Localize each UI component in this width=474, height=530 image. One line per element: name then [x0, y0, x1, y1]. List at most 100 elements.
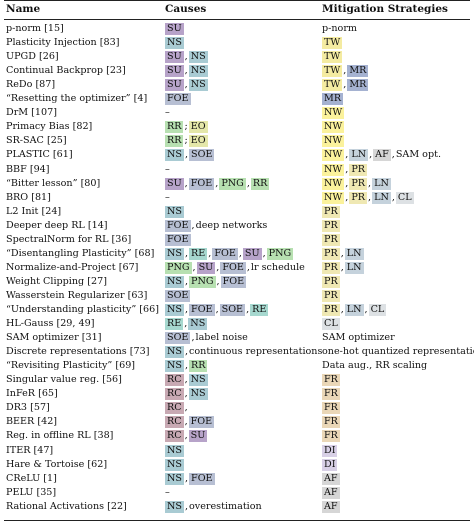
- method-name: Singular value reg. [56]: [6, 373, 122, 387]
- mitigation-cell: NW, PR, LN: [322, 177, 391, 191]
- separator: ,: [216, 261, 220, 273]
- method-name-text: “Bitter lesson”: [6, 177, 78, 189]
- method-name-text: Wasserstein Regularizer: [6, 289, 125, 301]
- citation: [107]: [31, 107, 57, 119]
- citation: [25]: [46, 135, 67, 147]
- causes-cell: RE, NS: [165, 317, 208, 331]
- causes-cell: NS, FOE, SOE, RE: [165, 303, 269, 317]
- method-name-text: Rational Activations: [6, 500, 105, 512]
- mitigation-cell: NW, PR: [322, 163, 368, 177]
- causes-cell: NS: [165, 36, 184, 50]
- method-name: “Disentangling Plasticity” [68]: [6, 247, 154, 261]
- method-name-text: CReLU: [6, 472, 41, 484]
- mitigation-cell: AF: [322, 472, 340, 486]
- method-name-text: HL-Gauss: [6, 318, 54, 330]
- separator: ,: [184, 430, 188, 442]
- tag-ns: NS: [165, 275, 184, 288]
- table-row: Reg. in offline RL [38] RC, SU FR: [4, 429, 470, 443]
- separator: ,: [391, 149, 395, 161]
- header-rule: [4, 19, 470, 20]
- mitigation-cell: FR: [322, 387, 340, 401]
- method-name-text: InFeR: [6, 388, 36, 400]
- mitigation-cell: PR: [322, 205, 340, 219]
- tag-nw: NW: [322, 177, 345, 190]
- mitigation-cell: PR: [322, 219, 340, 233]
- tag-ns: NS: [165, 346, 184, 359]
- separator: ,: [184, 304, 189, 315]
- citation: [35]: [36, 486, 57, 498]
- causes-cell: SU, NS: [165, 50, 208, 64]
- citation: [38]: [93, 430, 114, 442]
- separator: ,: [184, 51, 188, 63]
- separator: ,: [184, 374, 188, 386]
- cell-text: label noise: [195, 332, 248, 344]
- tag-di: DI: [322, 444, 338, 457]
- table-row: L2 Init [24] NS PR: [4, 205, 470, 219]
- mitigation-cell: PR: [322, 289, 340, 303]
- method-name-text: “Revisiting Plasticity”: [6, 360, 113, 372]
- method-name-text: PELU: [6, 486, 34, 498]
- separator: ,: [184, 500, 189, 512]
- tag-ln: LN: [372, 191, 391, 204]
- separator: ,: [184, 472, 189, 484]
- tag-mr: MR: [347, 65, 369, 78]
- tag-nw: NW: [322, 191, 345, 204]
- table-row: “Bitter lesson” [80] SU, FOE, PNG, RR NW, PR, L…: [4, 177, 470, 191]
- tag-ln: LN: [349, 149, 369, 162]
- separator: ,: [184, 416, 188, 428]
- citation: [61]: [52, 149, 73, 161]
- citation: [15]: [44, 23, 64, 34]
- causes-cell: NS ,overestimation: [165, 500, 262, 514]
- tag-png: PNG: [266, 247, 294, 260]
- mitigation-cell: TW, MR: [322, 78, 369, 92]
- citation: [42]: [37, 416, 58, 428]
- separator: ;: [184, 135, 188, 147]
- table-row: p-norm [15] SU p-norm: [4, 22, 470, 36]
- tag-ln: LN: [344, 247, 364, 260]
- method-name: Deeper deep RL [14]: [6, 219, 108, 233]
- citation: [65]: [38, 388, 58, 400]
- causes-cell: NS, RE, FOE, SU, PNG: [165, 247, 294, 261]
- mitigation-cell: PR: [322, 233, 340, 247]
- table-row: “Disentangling Plasticity” [68] NS, RE, FOE…: [4, 247, 470, 261]
- citation: [69]: [115, 360, 136, 372]
- method-name-text: UPGD: [6, 51, 36, 63]
- tag-pr: PR: [322, 261, 340, 274]
- separator: ,: [184, 402, 188, 414]
- tag-ns: NS: [165, 37, 184, 50]
- tag-foe: FOE: [220, 275, 247, 288]
- separator: ,: [340, 304, 344, 315]
- mitigation-cell: TW: [322, 50, 343, 64]
- tag-foe: FOE: [212, 247, 238, 260]
- causes-cell: PNG, SU, FOE ,lr schedule: [165, 261, 305, 275]
- cell-text: –: [165, 163, 170, 175]
- tag-ln: LN: [344, 261, 364, 274]
- tag-ns: NS: [165, 458, 184, 471]
- separator: ,: [192, 261, 196, 273]
- method-name: “Understanding plasticity” [66]: [6, 303, 159, 317]
- method-name-text: BBF: [6, 163, 27, 175]
- method-name: Discrete representations [73]: [6, 345, 150, 359]
- separator: ,: [215, 177, 219, 189]
- tag-rr: RR: [189, 360, 208, 373]
- table-row: Rational Activations [22] NS ,overestimati…: [4, 500, 470, 514]
- table-row: SpectralNorm for RL [36] FOE PR: [4, 233, 470, 247]
- citation: [22]: [107, 500, 127, 512]
- tag-ns: NS: [165, 304, 184, 316]
- method-name-text: “Disentangling Plasticity”: [6, 247, 132, 259]
- tag-ns: NS: [165, 149, 184, 162]
- table-row: HL-Gauss [29, 49] RE, NS CL: [4, 317, 470, 331]
- mitigation-cell: p-norm: [322, 22, 357, 36]
- tag-pr: PR: [349, 191, 368, 204]
- tag-foe: FOE: [188, 416, 215, 429]
- citation: [26]: [38, 51, 59, 63]
- method-name: Reg. in offline RL [38]: [6, 429, 113, 443]
- tag-ns: NS: [188, 51, 208, 64]
- causes-cell: RC, FOE: [165, 415, 215, 429]
- tag-mr: MR: [322, 93, 344, 106]
- separator: ,: [368, 177, 372, 189]
- method-name: SAM optimizer [31]: [6, 331, 101, 345]
- table-row: Normalize-and-Project [67] PNG, SU, FOE ,lr …: [4, 261, 470, 275]
- tag-foe: FOE: [220, 261, 246, 274]
- method-name: ITER [47]: [6, 444, 53, 458]
